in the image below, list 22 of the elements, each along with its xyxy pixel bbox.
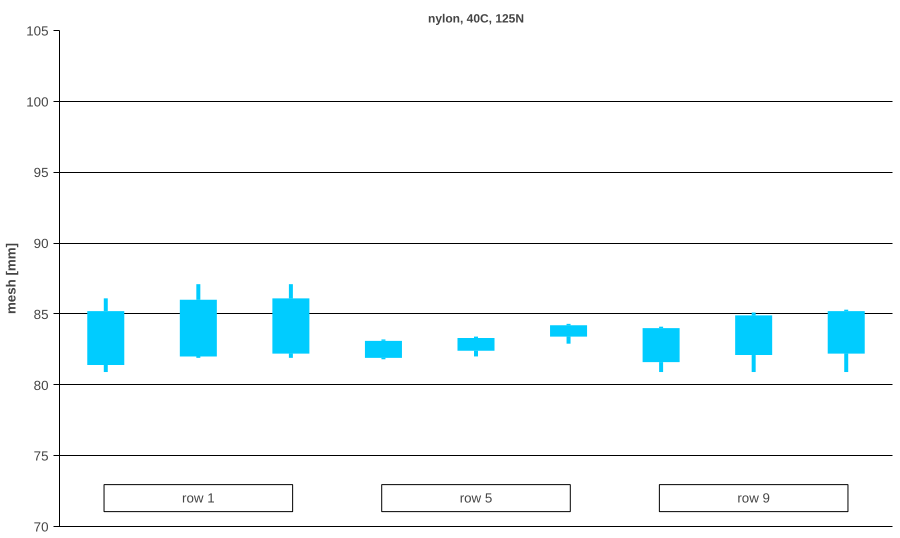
annotation: row 5 <box>460 490 492 506</box>
candlestick <box>87 298 124 372</box>
y-tick-label: 85 <box>34 306 49 322</box>
candlestick <box>272 284 310 358</box>
y-tick-label: 70 <box>34 520 49 534</box>
annotation: row 9 <box>737 490 770 506</box>
y-tick-label: 80 <box>34 378 49 393</box>
candlestick <box>735 312 772 372</box>
chart-title: nylon, 40C, 125N <box>428 12 524 26</box>
y-tick-label: 105 <box>26 24 49 38</box>
y-axis-title: mesh [mm] <box>3 242 18 314</box>
y-tick-label: 95 <box>34 165 49 180</box>
candlestick <box>364 339 402 360</box>
y-tick-label: 75 <box>34 448 49 464</box>
candlestick <box>550 324 588 344</box>
y-tick-label: 100 <box>26 94 49 110</box>
y-tick-label: 90 <box>34 236 49 252</box>
candlestick <box>642 326 680 372</box>
annotation: row 1 <box>182 490 215 506</box>
candlestick <box>457 336 495 356</box>
candlestick <box>828 310 865 372</box>
candlestick <box>180 284 217 358</box>
